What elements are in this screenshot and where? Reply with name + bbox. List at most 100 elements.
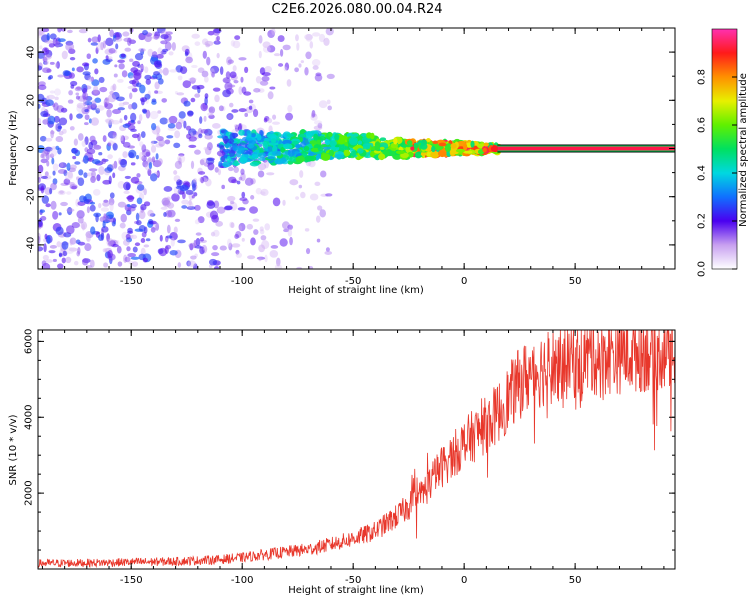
- spectrogram-cell: [199, 116, 203, 124]
- spectrogram-cell: [203, 247, 208, 251]
- spectrogram-cell: [119, 118, 123, 124]
- spectrogram-cell: [108, 197, 115, 206]
- spectrogram-cell: [222, 77, 231, 84]
- spectrogram-cell: [274, 263, 283, 269]
- spectrogram-cell: [166, 202, 175, 209]
- spectrogram-cell: [294, 67, 299, 73]
- spectrogram-xtick-label: -50: [345, 276, 361, 287]
- spectrogram-cell: [102, 201, 110, 207]
- spectrogram-cell: [185, 125, 192, 131]
- spectrogram-cell: [160, 40, 168, 45]
- spectrogram-cell: [112, 131, 117, 136]
- spectrogram-cell: [57, 169, 67, 174]
- spectrogram-cell: [305, 131, 313, 138]
- spectrogram-cell: [103, 199, 109, 203]
- spectrogram-cell: [53, 115, 60, 123]
- spectrogram-cell: [108, 175, 112, 185]
- spectrogram-cell: [264, 254, 268, 263]
- spectrogram-cell: [132, 246, 138, 253]
- spectrogram-cell: [159, 234, 163, 242]
- spectrogram-cell: [141, 108, 148, 113]
- spectrogram-cell: [316, 139, 321, 145]
- spectrogram-cell: [295, 155, 306, 163]
- spectrogram-cell: [38, 30, 42, 39]
- spectrogram-cell: [109, 91, 114, 95]
- spectrogram-cell: [106, 108, 112, 118]
- spectrogram-cell: [194, 204, 201, 211]
- spectrogram-cell: [44, 171, 49, 177]
- spectrogram-cell: [194, 41, 201, 46]
- spectrogram-cell: [153, 34, 159, 40]
- spectrogram-cell: [266, 133, 277, 139]
- spectrogram-cell: [311, 59, 321, 67]
- spectrogram-cell: [194, 253, 198, 258]
- spectrogram-cell: [120, 213, 127, 223]
- spectrogram-cell: [190, 160, 195, 170]
- spectrogram-cell: [66, 208, 75, 212]
- snr-ytick-label: 4000: [24, 405, 35, 430]
- spectrogram-cell: [407, 151, 414, 158]
- spectrogram-cell: [82, 98, 87, 107]
- spectrogram-xtick-label: -100: [231, 276, 254, 287]
- spectrogram-cell: [75, 239, 81, 245]
- spectrogram-cell: [155, 222, 160, 231]
- spectrogram-cell: [329, 139, 337, 147]
- spectrogram-cell: [38, 217, 43, 227]
- spectrogram-cell: [170, 237, 175, 247]
- spectrogram-cell: [147, 209, 154, 217]
- spectrogram-cell: [122, 123, 130, 128]
- spectrogram-cell: [233, 79, 239, 84]
- spectrogram-cell: [267, 91, 274, 100]
- spectrogram-cell: [238, 176, 243, 181]
- spectrogram-xtick-label: 50: [569, 276, 582, 287]
- spectrogram-cell: [122, 31, 130, 37]
- snr-ticks: -150 -100 -50 0 50 2000 4000 6000: [24, 329, 675, 586]
- spectrogram-cell: [71, 67, 75, 72]
- spectrogram-cell: [82, 71, 91, 76]
- spectrogram-cell: [50, 147, 58, 157]
- spectrogram-cell: [179, 66, 188, 75]
- spectrogram-cell: [296, 42, 300, 51]
- spectrogram-cell: [226, 113, 234, 121]
- spectrogram-cell: [168, 115, 178, 124]
- spectrogram-cell: [258, 50, 262, 59]
- spectrogram-cell: [269, 250, 279, 258]
- spectrogram-cell: [262, 141, 269, 149]
- spectrogram-cell: [98, 152, 103, 156]
- spectrogram-cell: [272, 197, 281, 207]
- spectrogram-cell: [260, 188, 269, 197]
- spectrogram-cell: [197, 67, 205, 73]
- spectrogram-cell: [160, 206, 168, 210]
- spectrogram-cell: [130, 162, 136, 166]
- spectrogram-cell: [248, 105, 253, 110]
- spectrogram-cell: [304, 66, 309, 76]
- spectrogram-cell: [126, 246, 131, 252]
- spectrogram-cell: [256, 134, 262, 141]
- spectrogram-cell: [52, 210, 59, 220]
- spectrogram-cell: [90, 226, 96, 235]
- spectrogram-cell: [126, 204, 131, 208]
- spectrogram-cell: [287, 224, 294, 230]
- spectrogram-cell: [157, 110, 162, 114]
- spectrogram-cell: [68, 247, 78, 252]
- spectrogram-cell: [238, 225, 243, 232]
- spectrogram-cell: [255, 75, 262, 84]
- spectrogram-cell: [78, 169, 84, 176]
- spectrogram-cell: [154, 81, 160, 90]
- spectrogram-cell: [190, 97, 196, 103]
- spectrogram-cell: [228, 176, 237, 184]
- spectrogram-cell: [264, 66, 273, 73]
- spectrogram-cell: [90, 76, 95, 82]
- spectrogram-cell: [438, 142, 447, 147]
- spectrogram-cell: [349, 138, 358, 146]
- spectrogram-cell: [282, 139, 292, 145]
- spectrogram-cell: [135, 212, 140, 221]
- spectrogram-cell: [205, 178, 212, 187]
- spectrogram-cell: [298, 63, 302, 68]
- spectrogram-cell: [127, 85, 136, 90]
- spectrogram-xtick-label: -150: [120, 276, 143, 287]
- spectrogram-cell: [187, 260, 197, 267]
- spectrogram-cell: [319, 209, 327, 218]
- spectrogram-cell: [69, 184, 78, 190]
